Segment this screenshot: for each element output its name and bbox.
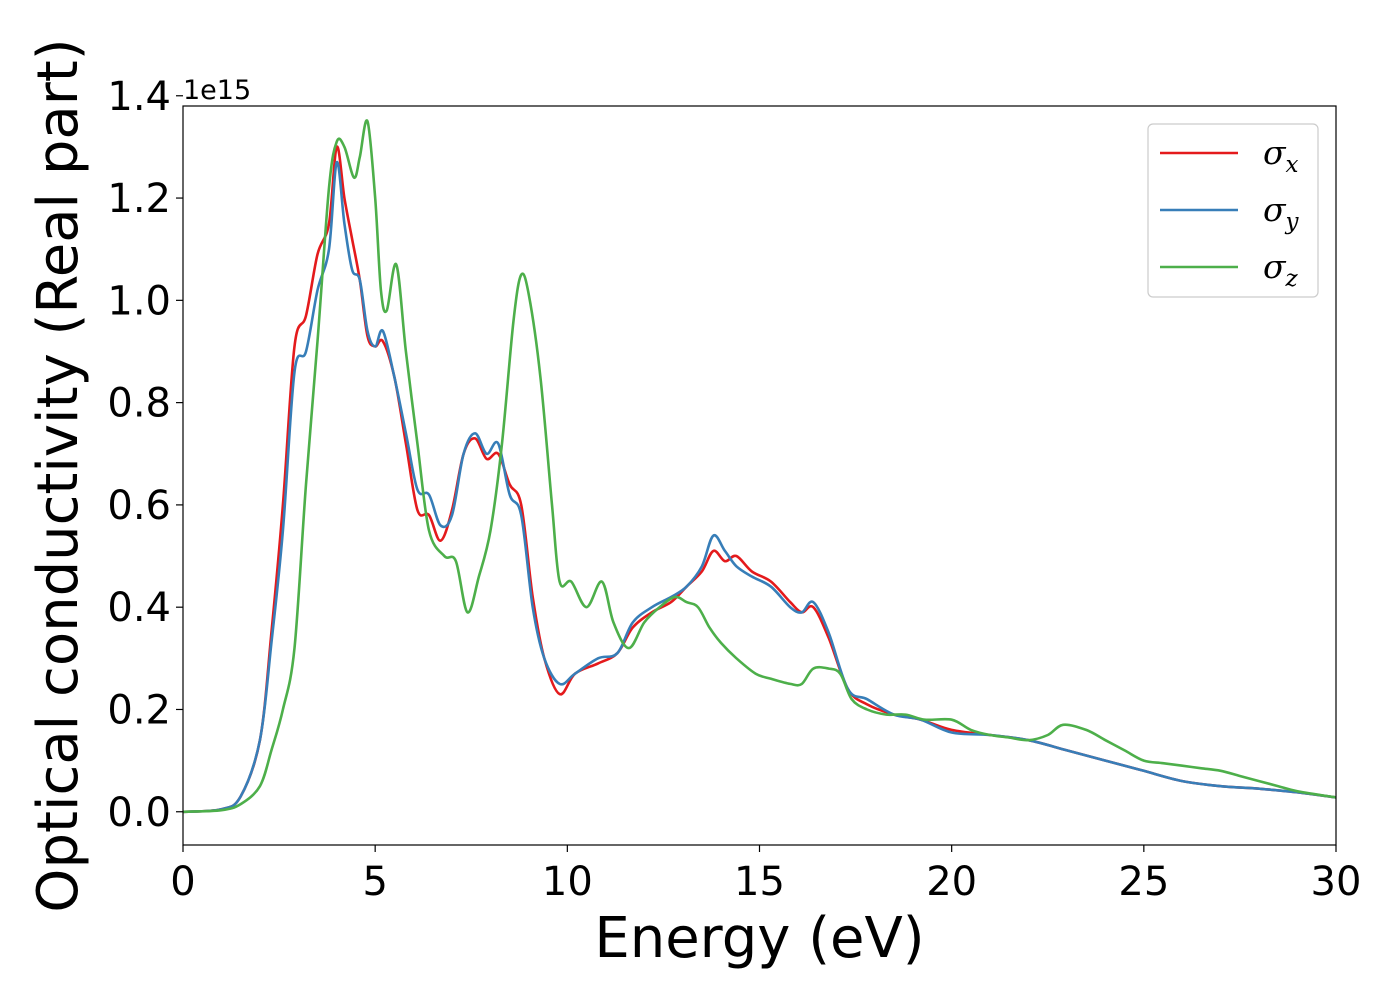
series-lines (182, 119, 1337, 814)
legend-label-sigma-z: σz (1263, 247, 1299, 292)
legend-label-sigma-y: σy (1263, 190, 1300, 235)
y-tick-label: 1.2 (107, 176, 171, 222)
x-axis-ticks: 0 5 10 15 20 25 30 (170, 845, 1361, 905)
y-tick-label: 0.4 (107, 585, 171, 631)
y-axis-title: Optical conductivity (Real part) (26, 38, 91, 912)
x-axis-title: Energy (eV) (594, 906, 924, 971)
y-tick-label: 0.0 (107, 790, 171, 836)
y-tick-label: 1.4 (107, 74, 171, 120)
y-axis-ticks: 0.0 0.2 0.4 0.6 0.8 1.0 1.2 1.4 (107, 74, 183, 836)
y-tick-label: 0.8 (107, 381, 171, 427)
x-tick-label: 15 (734, 859, 785, 905)
y-tick-label: 0.2 (107, 687, 171, 733)
x-tick-label: 10 (542, 859, 593, 905)
x-tick-label: 25 (1118, 859, 1169, 905)
x-tick-label: 30 (1311, 859, 1362, 905)
y-offset-label: 1e15 (183, 75, 251, 106)
series-line-sigma-z (182, 119, 1337, 814)
y-tick-label: 1.0 (107, 278, 171, 324)
x-tick-label: 5 (362, 859, 387, 905)
legend: σx σy σz (1147, 123, 1319, 298)
legend-label-sigma-x: σx (1263, 133, 1299, 178)
x-tick-label: 20 (926, 859, 977, 905)
series-line-sigma-y (182, 160, 1337, 814)
x-tick-label: 0 (170, 859, 195, 905)
y-tick-label: 0.6 (107, 483, 171, 529)
